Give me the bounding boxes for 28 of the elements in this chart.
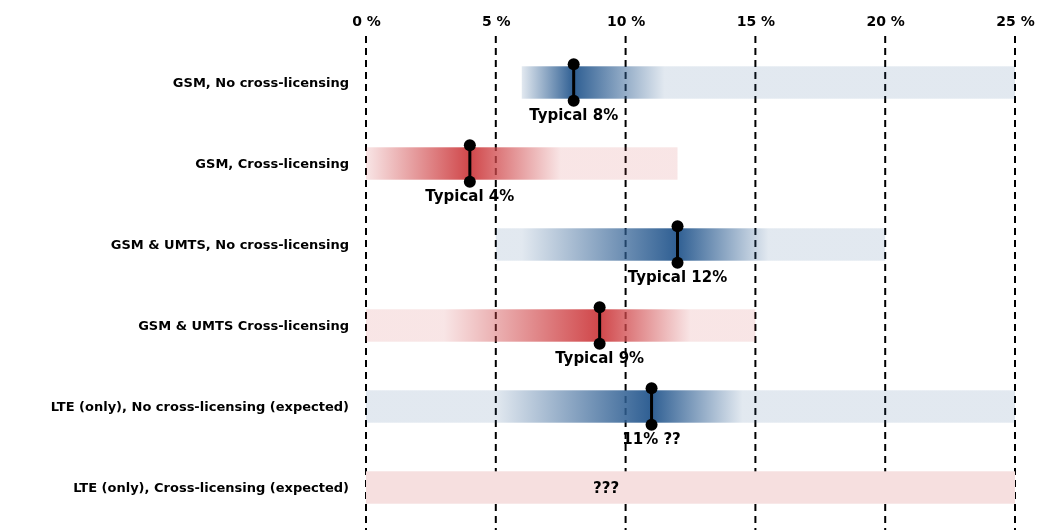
y-tick-label: GSM & UMTS, No cross-licensing [110, 236, 349, 252]
point [593, 301, 606, 314]
annotation: ??? [593, 478, 620, 497]
bar [366, 147, 678, 180]
bar [366, 390, 1015, 423]
point [567, 58, 580, 71]
point [671, 220, 684, 233]
x-tick-label: 5 % [481, 13, 511, 29]
x-tick-label: 10 % [606, 13, 646, 29]
point [463, 139, 476, 152]
bar [495, 228, 886, 261]
y-tick-label: GSM, No cross-licensing [172, 74, 349, 90]
annotation: Typical 9% [555, 348, 645, 367]
bar [366, 471, 1015, 504]
x-tick-label: 0 % [352, 13, 381, 29]
annotation: 11% ?? [622, 429, 681, 448]
x-tick-label: 20 % [866, 13, 905, 29]
annotation: Typical 8% [529, 105, 619, 124]
y-tick-label: LTE (only), No cross-licensing (expected) [50, 398, 349, 414]
bar [521, 66, 1015, 99]
y-tick-label: GSM, Cross-licensing [195, 155, 349, 171]
y-tick-label: GSM & UMTS Cross-licensing [138, 317, 349, 333]
bar [366, 309, 756, 342]
point [645, 382, 658, 395]
annotation: Typical 12% [627, 267, 728, 286]
y-tick-label: LTE (only), Cross-licensing (expected) [73, 479, 349, 495]
x-tick-label: 25 % [996, 13, 1035, 29]
x-tick-label: 15 % [736, 13, 776, 29]
